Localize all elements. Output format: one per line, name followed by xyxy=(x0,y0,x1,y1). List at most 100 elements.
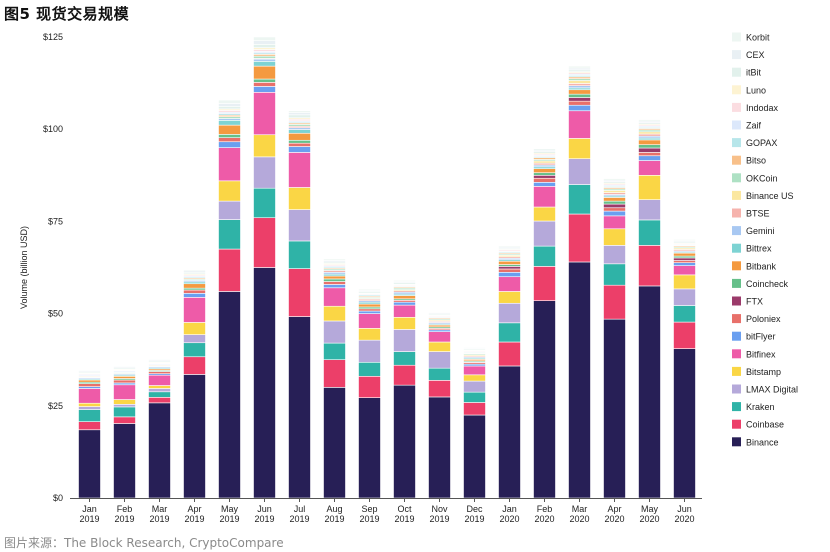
bar-segment xyxy=(463,374,486,382)
bar-segment xyxy=(218,219,241,250)
bar-segment xyxy=(358,339,381,363)
bar-stack xyxy=(323,258,346,499)
bar-segment xyxy=(78,402,101,407)
legend-label: Bitbank xyxy=(746,261,777,271)
bar-segment xyxy=(638,133,661,137)
bar-segment xyxy=(603,200,626,205)
x-tick-label: Jul xyxy=(294,504,306,514)
bar-segment xyxy=(533,160,556,164)
bar-segment xyxy=(113,375,136,379)
bar-segment xyxy=(358,328,381,341)
bar-segment xyxy=(638,139,661,145)
bar-segment xyxy=(358,361,381,377)
bar-segment xyxy=(323,278,346,282)
x-tick-label: Feb xyxy=(117,504,133,514)
bar-segment xyxy=(533,177,556,183)
y-tick-label: $25 xyxy=(48,401,63,411)
bar-segment xyxy=(568,80,591,84)
bar-segment xyxy=(358,397,381,499)
bar-segment xyxy=(253,134,276,158)
y-axis-label-group: Volume (billion USD) xyxy=(19,226,29,309)
x-tick-label: May xyxy=(221,504,239,514)
legend-swatch xyxy=(732,102,741,112)
bar-segment xyxy=(498,260,521,265)
bars xyxy=(78,36,696,499)
bar-segment xyxy=(393,316,416,330)
bar-segment xyxy=(568,93,591,98)
bar-segment xyxy=(568,158,591,185)
y-tick-label: $0 xyxy=(53,493,63,503)
legend-label: Bitfinex xyxy=(746,349,776,359)
legend-swatch xyxy=(732,437,741,447)
legend-label: FTX xyxy=(746,297,763,307)
bar-segment xyxy=(498,341,521,367)
legend-label: Korbit xyxy=(746,33,770,43)
bar-segment xyxy=(78,409,101,422)
bar-segment xyxy=(603,178,626,181)
y-axis-label: Volume (billion USD) xyxy=(19,226,29,309)
bar-segment xyxy=(673,260,696,264)
bar-segment xyxy=(428,341,451,352)
bar-segment xyxy=(218,106,241,110)
legend-item: Luno xyxy=(732,85,766,95)
legend-label: Binance US xyxy=(746,191,794,201)
bar-segment xyxy=(393,295,416,300)
bar-stack xyxy=(253,36,276,499)
bar-segment xyxy=(288,139,311,144)
legend-swatch xyxy=(732,190,741,200)
bar-segment xyxy=(568,110,591,139)
legend-swatch xyxy=(732,384,741,394)
x-tick-label: Mar xyxy=(152,504,168,514)
legend-label: BTSE xyxy=(746,209,770,219)
bar-segment xyxy=(113,379,136,384)
legend-item: GOPAX xyxy=(732,138,777,148)
bar-segment xyxy=(253,78,276,83)
bar-segment xyxy=(253,267,276,499)
legend-label: OKCoin xyxy=(746,173,778,183)
bar-segment xyxy=(183,322,206,335)
x-tick-label: 2019 xyxy=(219,514,239,524)
bar-segment xyxy=(183,297,206,323)
bar-segment xyxy=(288,142,311,147)
bar-segment xyxy=(603,318,626,499)
bar-segment xyxy=(148,388,171,393)
bar-segment xyxy=(148,385,171,389)
bar-segment xyxy=(288,129,311,134)
bar-segment xyxy=(568,97,591,102)
bar-segment xyxy=(323,275,346,280)
bar-segment xyxy=(638,144,661,149)
bar-segment xyxy=(638,119,661,122)
bar-segment xyxy=(218,103,241,107)
x-tick-label: Jan xyxy=(502,504,517,514)
bar-segment xyxy=(253,55,276,59)
bar-segment xyxy=(288,112,311,116)
bar-segment xyxy=(148,402,171,499)
bar-segment xyxy=(498,276,521,292)
bar-segment xyxy=(323,287,346,307)
bar-segment xyxy=(498,271,521,278)
legend-item: Indodax xyxy=(732,102,779,113)
bar-segment xyxy=(218,147,241,182)
bar-segment xyxy=(323,387,346,499)
bar-segment xyxy=(673,265,696,276)
bar-segment xyxy=(253,92,276,136)
bar-segment xyxy=(183,283,206,289)
bar-segment xyxy=(533,172,556,176)
legend-item: Poloniex xyxy=(732,314,781,324)
x-tick-label: 2020 xyxy=(604,514,624,524)
bar-segment xyxy=(148,371,171,375)
bar-segment xyxy=(323,305,346,322)
bar-segment xyxy=(218,200,241,220)
legend-item: Gemini xyxy=(732,226,775,236)
legend-swatch xyxy=(732,138,741,148)
bar-segment xyxy=(393,329,416,352)
bar-segment xyxy=(113,416,136,424)
bar-stack xyxy=(393,280,416,499)
bar-segment xyxy=(603,215,626,230)
legend-label: Luno xyxy=(746,85,766,95)
bar-segment xyxy=(323,359,346,388)
bar-segment xyxy=(113,384,136,400)
bar-segment xyxy=(638,175,661,200)
bar-segment xyxy=(78,421,101,431)
